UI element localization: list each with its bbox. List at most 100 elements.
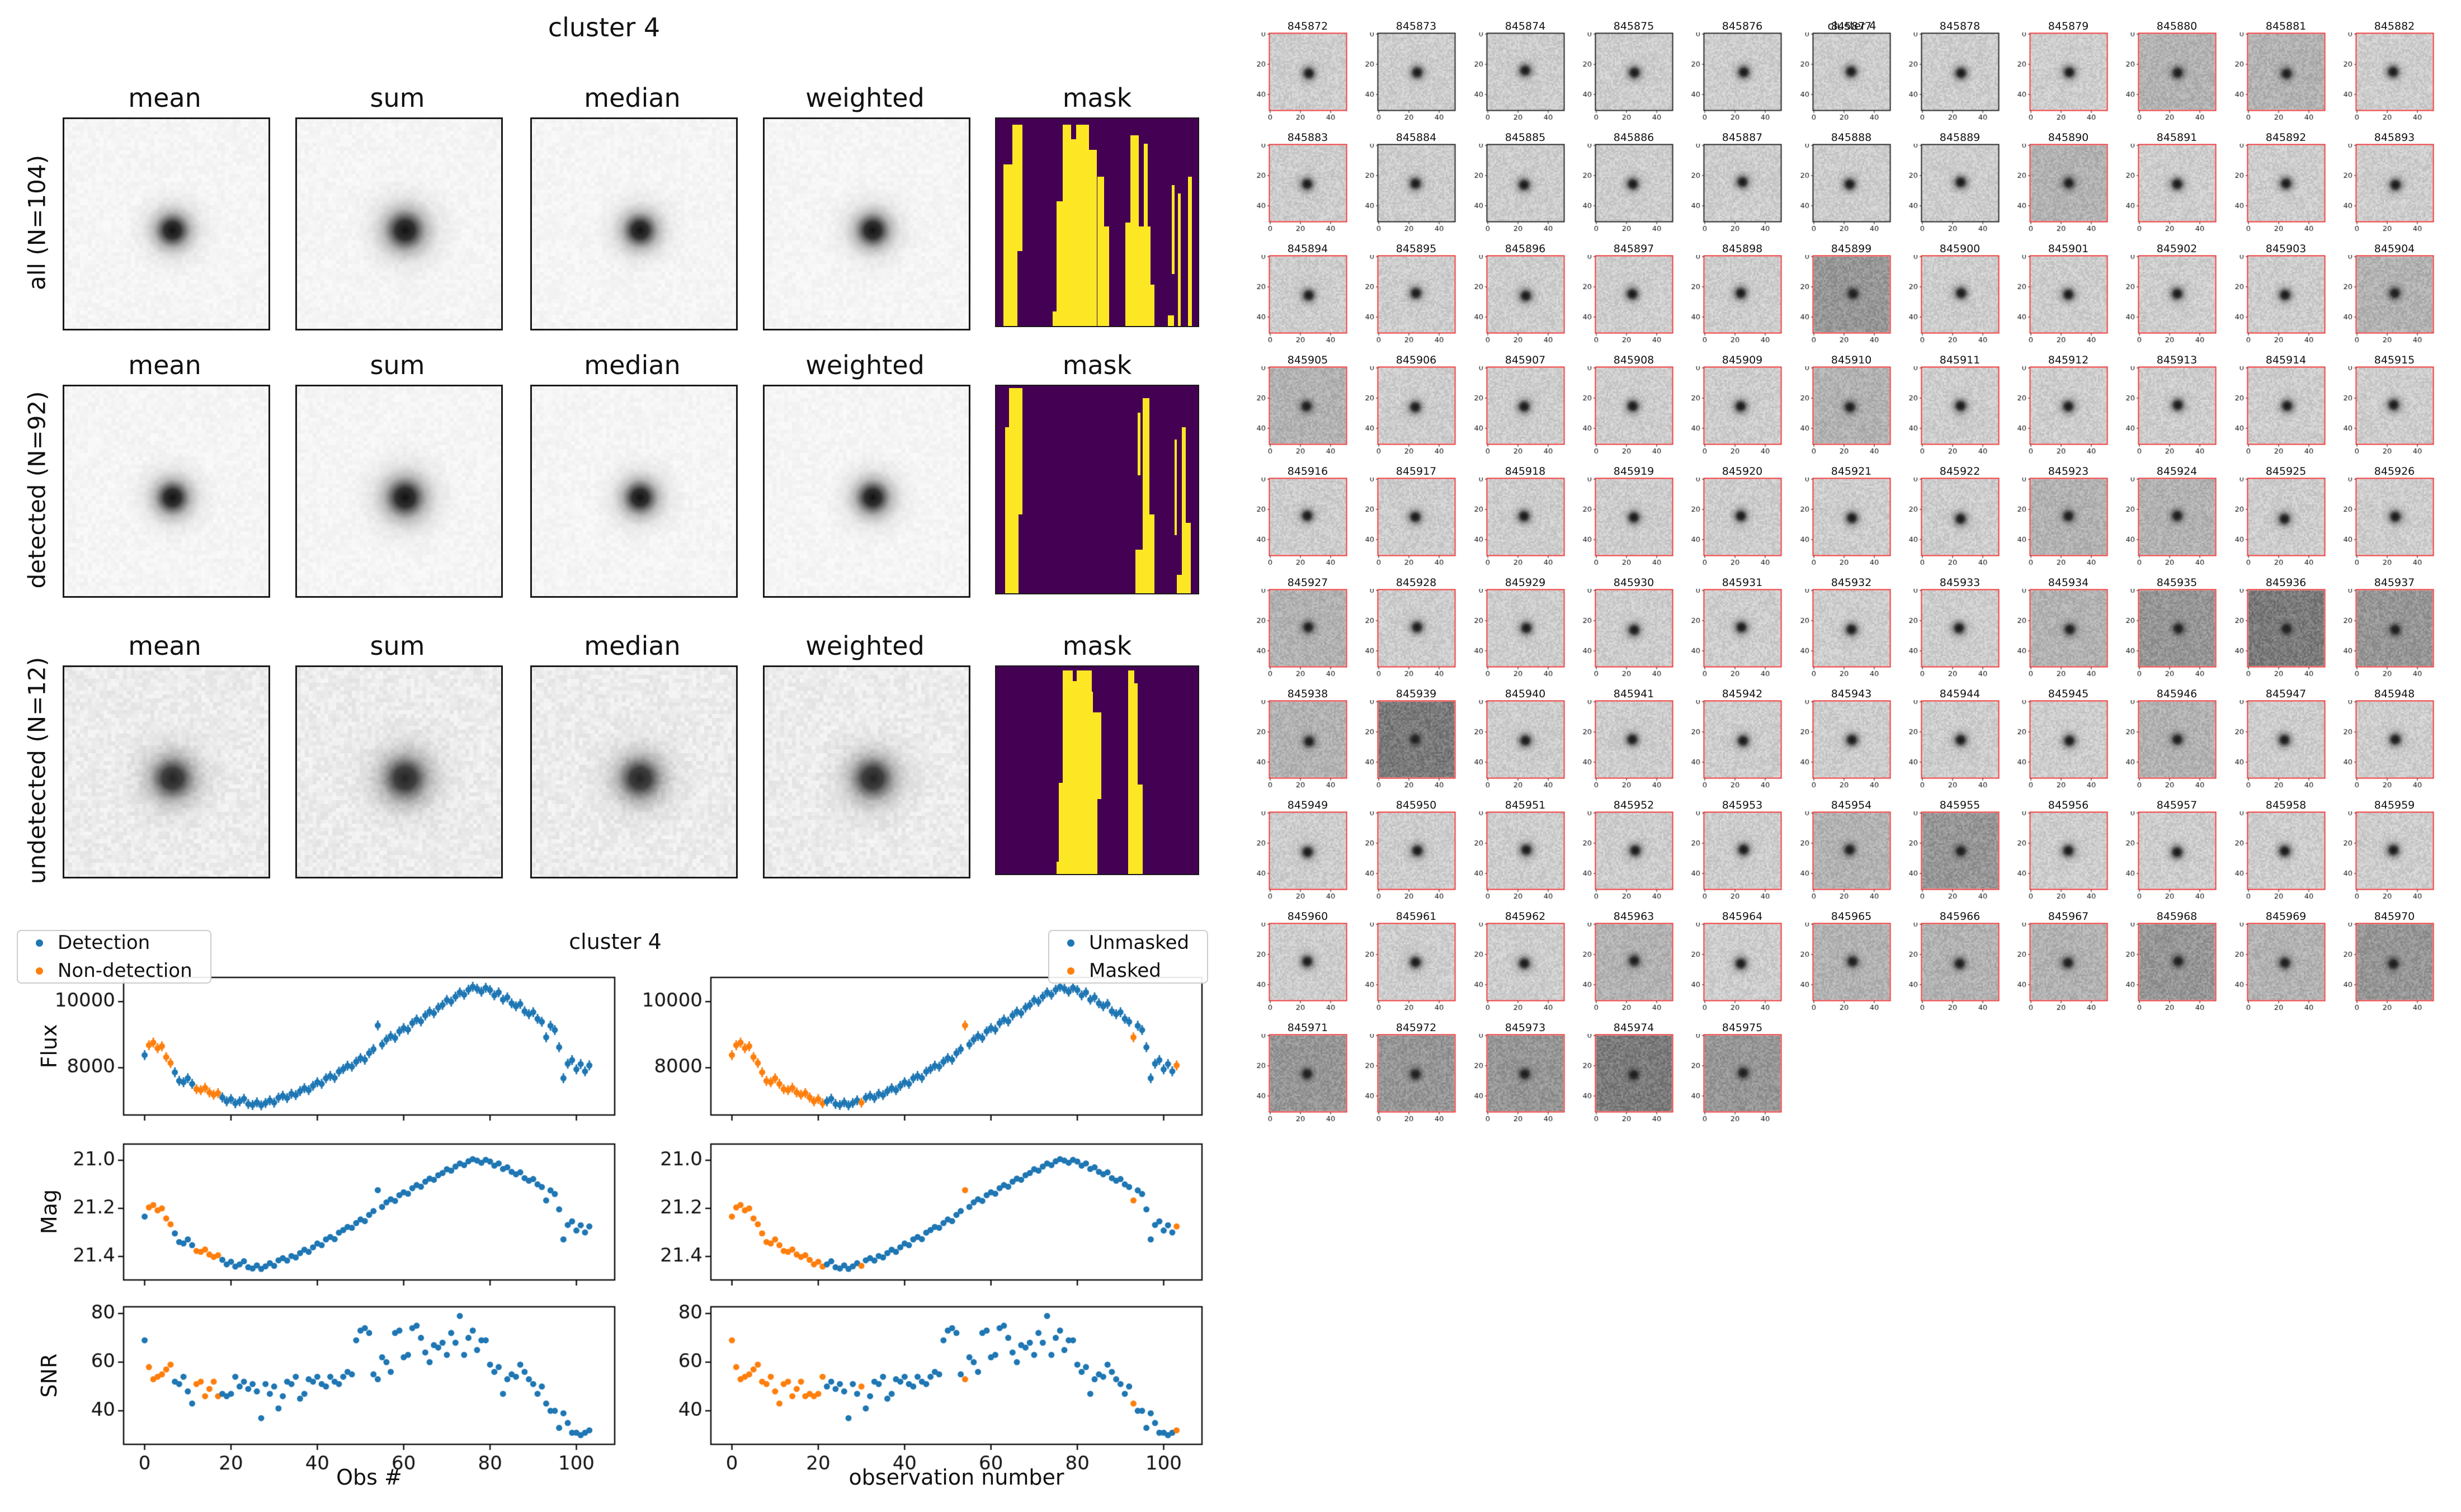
legend-label-nondetection: Non-detection bbox=[58, 960, 192, 982]
mask-bar bbox=[1128, 670, 1135, 874]
cutout-title: 845906 bbox=[1395, 354, 1437, 366]
cutout-cell: 845905 bbox=[1255, 354, 1350, 461]
cutout-image bbox=[1472, 589, 1567, 679]
cutout-grid: cluster 4 845872 845873 845874 845875 845876… bbox=[1255, 0, 2461, 1174]
cutout-cell: 845938 bbox=[1255, 688, 1350, 795]
cutout-cell: 845878 bbox=[1907, 20, 2002, 127]
cutout-image bbox=[1907, 144, 2002, 234]
cutout-title: 845909 bbox=[1722, 354, 1763, 366]
cutout-image bbox=[2341, 366, 2436, 457]
cutout-grid-title: cluster 4 bbox=[1827, 19, 1877, 32]
cutout-image bbox=[2124, 589, 2219, 679]
cutout-cell: 845896 bbox=[1472, 243, 1567, 350]
stack-row-label: all (N=104) bbox=[23, 154, 51, 290]
cutout-cell: 845930 bbox=[1581, 577, 1676, 684]
cutout-title: 845904 bbox=[2374, 243, 2415, 255]
xlabel-observation-number: observation number bbox=[848, 1465, 1064, 1490]
cutout-cell: 845872 bbox=[1255, 20, 1350, 127]
cutout-title: 845974 bbox=[1613, 1022, 1654, 1034]
cutout-title: 845917 bbox=[1395, 465, 1437, 478]
cutout-title: 845928 bbox=[1395, 577, 1437, 589]
cutout-cell: 845895 bbox=[1363, 243, 1458, 350]
cutout-image bbox=[1581, 32, 1676, 123]
ylabel-mag: Mag bbox=[37, 1189, 62, 1235]
cutout-cell: 845950 bbox=[1363, 799, 1458, 906]
cutout-cell: 845917 bbox=[1363, 465, 1458, 573]
cutout-title: 845968 bbox=[2156, 910, 2198, 923]
cutout-cell: 845891 bbox=[2124, 131, 2219, 239]
cutout-cell: 845912 bbox=[2015, 354, 2110, 461]
stack-panel-weighted bbox=[763, 665, 970, 878]
cutout-title: 845956 bbox=[2048, 799, 2089, 811]
cutout-cell: 845892 bbox=[2233, 131, 2328, 239]
cutout-image bbox=[2015, 589, 2110, 679]
legend-masked: Unmasked Masked bbox=[1048, 930, 1208, 984]
cutout-cell: 845880 bbox=[2124, 20, 2219, 127]
cutout-cell: 845900 bbox=[1907, 243, 2002, 350]
stack-panel-mean bbox=[63, 117, 270, 330]
cutout-image bbox=[1472, 1034, 1567, 1124]
mask-bar bbox=[1092, 670, 1096, 692]
stack-figure: cluster 4 all (N=104) mean sum median weight… bbox=[0, 0, 1242, 895]
stack-column-header: median bbox=[584, 350, 681, 380]
nondetection-marker-icon bbox=[36, 967, 43, 975]
cutout-image bbox=[1689, 923, 1784, 1013]
cutout-image bbox=[1363, 255, 1458, 346]
mask-bar bbox=[1058, 782, 1063, 874]
cutout-title: 845950 bbox=[1395, 799, 1437, 811]
cutout-cell: 845888 bbox=[1798, 131, 1893, 239]
cutout-image bbox=[1798, 923, 1893, 1013]
cutout-title: 845893 bbox=[2374, 131, 2415, 144]
cutout-image bbox=[1472, 700, 1567, 791]
cutout-cell: 845918 bbox=[1472, 465, 1567, 573]
cutout-title: 845886 bbox=[1613, 131, 1654, 144]
mask-bar bbox=[1085, 125, 1090, 154]
cutout-cell: 845969 bbox=[2233, 910, 2328, 1018]
stack-column-header: mean bbox=[128, 631, 201, 661]
cutout-image bbox=[1798, 255, 1893, 346]
cutout-image bbox=[2233, 589, 2328, 679]
cutout-image bbox=[2341, 923, 2436, 1013]
cutout-title: 845895 bbox=[1395, 243, 1437, 255]
cutout-image bbox=[2124, 144, 2219, 234]
cutout-image bbox=[1255, 144, 1350, 234]
lightcurve-figure: cluster 4 Detection Non-detection Unmask… bbox=[0, 906, 1242, 1512]
cutout-title: 845967 bbox=[2048, 910, 2089, 923]
legend-detection: Detection Non-detection bbox=[17, 930, 211, 984]
mask-bar bbox=[1177, 574, 1182, 593]
cutout-image bbox=[2233, 811, 2328, 902]
stack-column-header: mask bbox=[1062, 631, 1132, 661]
cutout-cell: 845908 bbox=[1581, 354, 1676, 461]
mask-bar bbox=[1053, 311, 1058, 326]
cutout-title: 845899 bbox=[1831, 243, 1872, 255]
cutout-title: 845927 bbox=[1287, 577, 1328, 589]
cutout-image bbox=[1255, 589, 1350, 679]
cutout-title: 845936 bbox=[2265, 577, 2307, 589]
cutout-image bbox=[2015, 32, 2110, 123]
unmasked-marker-icon bbox=[1067, 939, 1074, 947]
cutout-title: 845941 bbox=[1613, 688, 1654, 700]
cutout-title: 845918 bbox=[1505, 465, 1546, 478]
cutout-title: 845952 bbox=[1613, 799, 1654, 811]
cutout-cell: 845934 bbox=[2015, 577, 2110, 684]
cutout-cell: 845945 bbox=[2015, 688, 2110, 795]
cutout-image bbox=[1472, 811, 1567, 902]
mask-bar bbox=[1063, 670, 1093, 874]
cutout-image bbox=[2233, 255, 2328, 346]
cutout-image bbox=[2341, 811, 2436, 902]
cutout-cell: 845947 bbox=[2233, 688, 2328, 795]
cutout-cell: 845919 bbox=[1581, 465, 1676, 573]
cutout-title: 845883 bbox=[1287, 131, 1328, 144]
cutout-title: 845903 bbox=[2265, 243, 2307, 255]
cutout-image bbox=[1689, 811, 1784, 902]
cutout-cell: 845898 bbox=[1689, 243, 1784, 350]
cutout-cell: 845877 bbox=[1798, 20, 1893, 127]
cutout-title: 845882 bbox=[2374, 20, 2415, 32]
stack-row-label: detected (N=92) bbox=[23, 390, 51, 589]
cutout-image bbox=[2124, 700, 2219, 791]
cutout-title: 845890 bbox=[2048, 131, 2089, 144]
cutout-cell: 845975 bbox=[1689, 1022, 1784, 1129]
cutout-cell: 845962 bbox=[1472, 910, 1567, 1018]
cutout-image bbox=[1363, 811, 1458, 902]
mask-bar bbox=[1125, 222, 1131, 326]
